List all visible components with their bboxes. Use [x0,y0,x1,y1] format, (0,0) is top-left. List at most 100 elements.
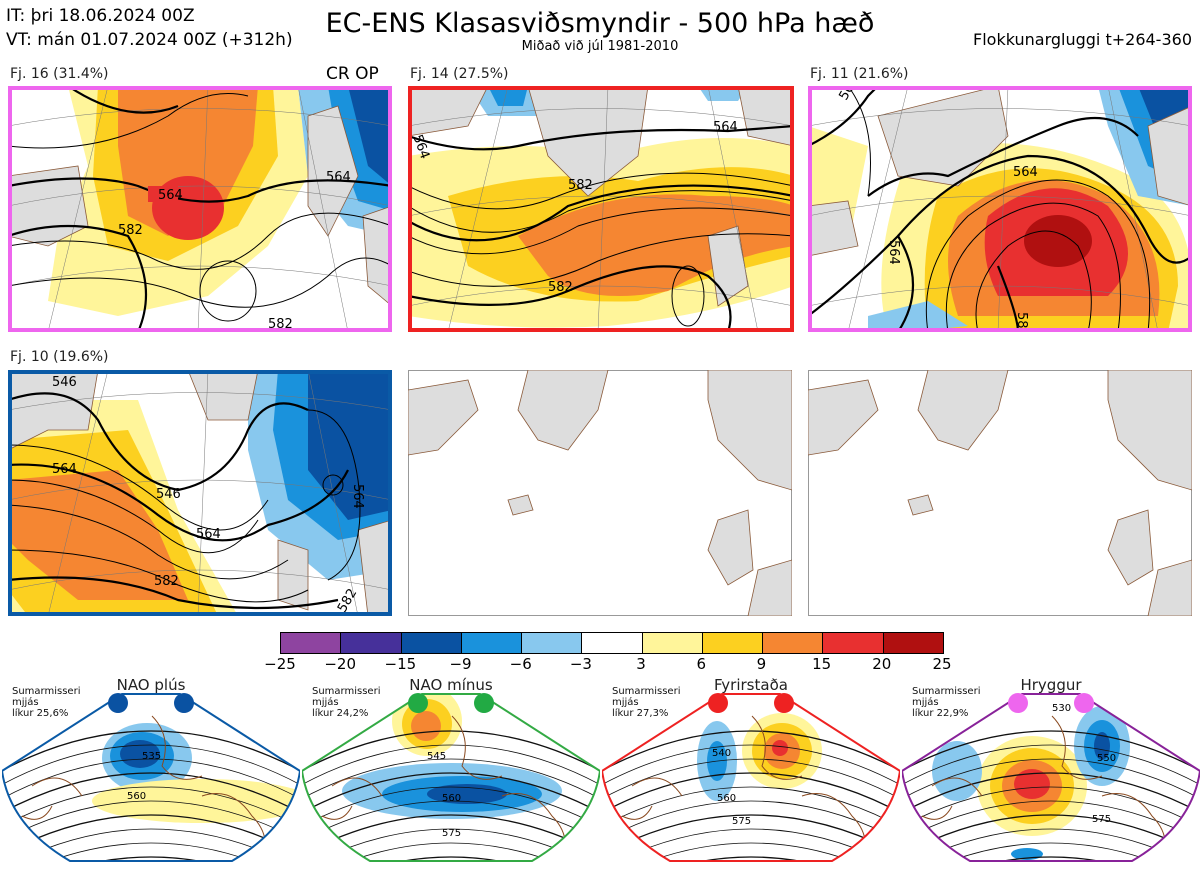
contour-label: 546 [52,375,77,390]
regime-season: Sumarmisseri [312,686,381,697]
regime-title: NAO mínus [409,676,493,694]
regime-note: mjjás [312,697,339,708]
contour-label: 58 [1014,312,1029,329]
contour-label: 564 [1013,165,1038,180]
regime-frame [602,693,900,862]
panel-1-label: Fj. 16 (31.4%) [10,66,109,82]
regime-note: mjjás [12,697,39,708]
regime-contour-label: 550 [1097,753,1116,764]
regime-dot [174,693,194,713]
regime-season: Sumarmisseri [612,686,681,697]
regime-contour-label: 540 [712,748,731,759]
colorbar-tick-label: −6 [509,655,532,673]
regime-dot [1008,693,1028,713]
colorbar-segment [460,633,522,653]
regime-likelihood: líkur 24,2% [312,708,369,719]
colorbar [280,632,944,654]
regime-likelihood: líkur 25,6% [12,708,69,719]
regime-note: mjjás [612,697,639,708]
contour-label: 564 [52,462,77,477]
panel-1-cr-op: CR OP [326,64,379,84]
colorbar-segment [400,633,461,653]
regime-season: Sumarmisseri [912,686,981,697]
regime-likelihood: líkur 22,9% [912,708,969,719]
regime-dot [708,693,728,713]
colorbar-segment [340,633,401,653]
panel-2-frame [408,86,794,332]
regime-likelihood: líkur 27,3% [612,708,669,719]
panel-1-frame [8,86,392,332]
regime-frame [302,693,600,862]
regime-frame [2,693,300,862]
contour-label: 564 [196,527,221,542]
empty-map-1 [408,370,792,616]
regime-title: Hryggur [1020,676,1082,694]
colorbar-segment [521,633,582,653]
classification-window: Flokkunargluggi t+264-360 [973,30,1192,49]
regime-dot [408,693,428,713]
colorbar-segment [641,633,702,653]
regime-map: 540 560 575 [602,693,900,862]
empty-map-2 [808,370,1192,616]
colorbar-tick-label: −3 [569,655,592,673]
valid-time: VT: mán 01.07.2024 00Z (+312h) [6,30,293,50]
panel-2-label: Fj. 14 (27.5%) [410,66,509,82]
regime-season: Sumarmisseri [12,686,81,697]
colorbar-segment [822,633,883,653]
regime-map: 530 550 575 [902,693,1200,862]
panel-4-label: Fj. 10 (19.6%) [10,349,109,365]
colorbar-tick-label: 20 [872,655,892,673]
cluster-map-10: 546 564 546 564 564 582 582 [8,370,392,616]
regime-contour-label: 575 [732,816,751,827]
regime-contour-label: 545 [427,751,446,762]
contour-label: 564 [326,170,351,185]
regime-panel: Sumarmisseri mjjás líkur 25,6% 535 560 NAO pl… [2,676,300,871]
colorbar-segment [882,633,943,653]
regime-note: mjjás [912,697,939,708]
regime-info: Sumarmisseri mjjás líkur 22,9% [912,686,980,719]
regime-contour-label: 560 [717,793,736,804]
regime-info: Sumarmisseri mjjás líkur 24,2% [312,686,380,719]
cluster-map-16: 564 582 564 582 [8,86,392,332]
regime-dot [774,693,794,713]
colorbar-tick-label: 6 [696,655,707,673]
colorbar-tick-label: 15 [812,655,832,673]
colorbar-segment [581,633,642,653]
regime-dot [1074,693,1094,713]
header-times: IT: þri 18.06.2024 00Z VT: mán 01.07.202… [6,4,293,52]
panel-3-frame [808,86,1192,332]
contour-label: 564 [886,240,901,265]
regime-dot [108,693,128,713]
contour-label: 564 [350,484,365,509]
colorbar-segment [701,633,763,653]
contour-label: 582 [568,178,593,193]
panel-3-label: Fj. 11 (21.6%) [810,66,909,82]
page-title: EC-ENS Klasasviðsmyndir - 500 hPa hæð [325,8,875,39]
regime-contour-label: 535 [142,751,161,762]
panel-4-frame [8,370,392,616]
colorbar-tick-label: −20 [324,655,356,673]
contour-label: 564 [158,188,183,203]
regime-contour-label: 575 [442,828,461,839]
colorbar-segment [281,633,341,653]
regime-panel: Sumarmisseri mjjás líkur 24,2% 545 560 575 NAO… [302,676,600,871]
contour-label: 546 [156,487,181,502]
cluster-map-14: 564 564 582 582 [408,86,794,332]
colorbar-tick-label: −9 [449,655,472,673]
regime-info: Sumarmisseri mjjás líkur 25,6% [12,686,80,719]
colorbar-tick-label: 9 [756,655,767,673]
page-subtitle: Miðað við júl 1981-2010 [521,39,679,54]
init-time: IT: þri 18.06.2024 00Z [6,6,195,26]
regime-title: NAO plús [116,676,186,694]
regime-map: 535 560 [2,693,300,862]
colorbar-tick-label: −25 [264,655,296,673]
regime-map: 545 560 575 [302,693,600,862]
contour-label: 582 [118,223,143,238]
regime-title: Fyrirstaða [714,676,788,694]
colorbar-tick-label: 25 [932,655,952,673]
regime-panel: Sumarmisseri mjjás líkur 22,9% 530 550 575 Hry… [902,676,1200,871]
regime-contour-label: 560 [127,791,146,802]
regime-contour-label: 560 [442,793,461,804]
colorbar-tick-label: −15 [384,655,417,673]
regime-contour-label: 530 [1052,703,1071,714]
